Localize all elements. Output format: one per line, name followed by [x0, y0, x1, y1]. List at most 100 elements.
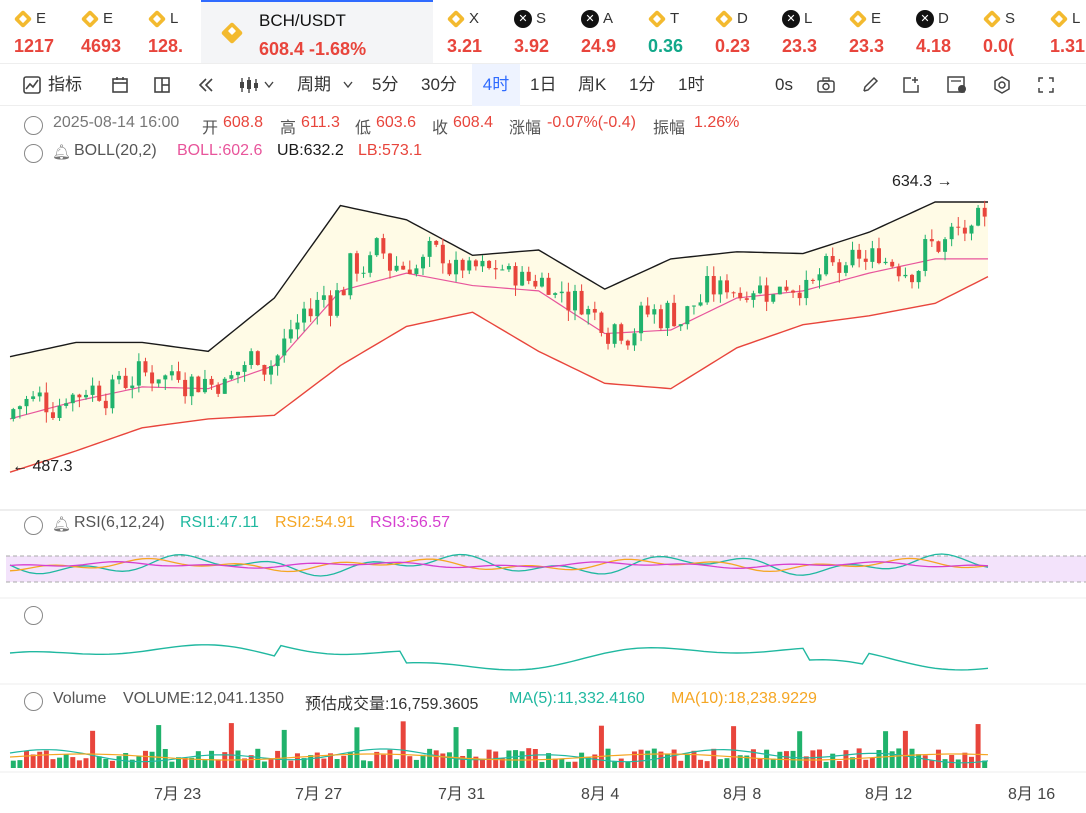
candle-type-icon[interactable]: [238, 75, 260, 95]
volume-bar: [460, 755, 466, 768]
candle-body: [434, 240, 439, 245]
rsi-band-fill: [6, 556, 1086, 582]
timeframe-1hour[interactable]: 1时: [678, 75, 705, 94]
volume-bar: [645, 750, 651, 768]
ticker-10[interactable]: E 23.3: [835, 0, 902, 63]
timeframe-5m[interactable]: 5分: [372, 75, 399, 94]
volume-bar: [50, 759, 56, 768]
ticker-4[interactable]: X 3.21: [433, 0, 500, 63]
candle-body: [777, 286, 782, 295]
volume-bar: [446, 752, 452, 768]
ticker-3[interactable]: BCH/USDT 608.4 -1.68%: [201, 0, 433, 63]
layout-icon[interactable]: [152, 75, 172, 95]
ticker-1[interactable]: E 4693: [67, 0, 134, 63]
bell-icon[interactable]: 🔔︎: [52, 144, 72, 161]
candle-body: [341, 290, 346, 296]
ticker-5[interactable]: S 3.92: [500, 0, 567, 63]
ticker-value: 608.4 -1.68%: [259, 39, 367, 59]
volume-bar: [850, 757, 856, 768]
volume-bar: [618, 758, 624, 768]
timeframe-1w[interactable]: 周K: [578, 75, 607, 94]
ticker-9[interactable]: L 23.3: [768, 0, 835, 63]
candle-body: [685, 306, 690, 325]
volume-bar: [935, 749, 941, 768]
volume-bar: [96, 756, 102, 768]
volume-collapse-icon[interactable]: [24, 692, 43, 711]
rsi-bell-icon[interactable]: 🔔︎: [52, 516, 72, 533]
volume-bar: [651, 748, 657, 768]
x-tick-label: 8月 4: [581, 786, 620, 803]
candle-body: [579, 290, 584, 315]
ticker-symbol: E: [36, 10, 47, 27]
rsi-name[interactable]: RSI(6,12,24): [74, 514, 165, 531]
ticker-8[interactable]: D 0.23: [701, 0, 768, 63]
candle-body: [216, 384, 221, 394]
rsi-collapse-icon[interactable]: [24, 516, 43, 535]
candle-body: [817, 274, 822, 281]
candle-body: [163, 375, 168, 380]
ticker-11[interactable]: D 4.18: [902, 0, 969, 63]
volume-bar: [162, 748, 168, 768]
candle-body: [870, 248, 875, 262]
expand-chevron-icon[interactable]: [24, 606, 43, 625]
timeframe-1d[interactable]: 1日: [530, 75, 557, 94]
pen-icon[interactable]: [860, 75, 880, 95]
rewind-icon[interactable]: [196, 75, 216, 95]
calendar-icon[interactable]: [110, 75, 130, 95]
volume-bar: [116, 756, 122, 768]
volume-bar: [770, 758, 776, 768]
ticker-0[interactable]: E 1217: [0, 0, 67, 63]
candle-body: [658, 309, 663, 329]
ticker-12[interactable]: S 0.0(: [969, 0, 1036, 63]
candle-body: [764, 285, 769, 302]
volume-bar: [189, 757, 195, 768]
volume-bar: [261, 761, 267, 768]
volume-name[interactable]: Volume: [53, 690, 107, 707]
candle-body: [586, 308, 591, 315]
candle-body: [130, 385, 135, 388]
chevron-down-icon[interactable]: [264, 81, 274, 89]
ticker-7[interactable]: T 0.36: [634, 0, 701, 63]
candle-body: [31, 396, 36, 399]
add-panel-icon[interactable]: [901, 75, 921, 95]
period-chevron-icon[interactable]: [343, 81, 353, 89]
volume-bar: [962, 752, 968, 768]
settings-icon[interactable]: [992, 75, 1012, 95]
volume-bar: [327, 753, 333, 768]
ticker-value: 23.3: [849, 36, 885, 56]
candle-body: [209, 378, 214, 385]
ticker-6[interactable]: A 24.9: [567, 0, 634, 63]
volume-bar: [63, 754, 69, 768]
collapse-chevron-icon[interactable]: [24, 116, 43, 135]
ticker-13[interactable]: L 1.31: [1036, 0, 1086, 63]
ticker-symbol: E: [103, 10, 114, 27]
candle-body: [222, 378, 227, 394]
fullscreen-icon[interactable]: [1036, 75, 1056, 95]
boll-lower-line: [9, 276, 989, 473]
candle-body: [956, 226, 961, 228]
boll-name[interactable]: BOLL(20,2): [74, 142, 157, 159]
ticker-2[interactable]: L 128.: [134, 0, 201, 63]
timeframe-1min[interactable]: 1分: [629, 75, 656, 94]
template-icon[interactable]: [946, 75, 968, 95]
volume-bar: [268, 759, 274, 768]
period-dropdown[interactable]: 周期: [297, 75, 331, 94]
boll-collapse-icon[interactable]: [24, 144, 43, 163]
volume-bar: [176, 757, 182, 768]
candle-body: [11, 409, 16, 419]
boll-lower-value: LB:573.1: [358, 142, 423, 159]
candle-body: [625, 340, 630, 346]
candle-body: [929, 239, 934, 242]
indicator-icon[interactable]: [22, 75, 42, 95]
volume-bar: [499, 758, 505, 768]
close-label: 收: [432, 120, 449, 137]
timeframe-30m[interactable]: 30分: [421, 75, 457, 94]
volume-bar: [949, 755, 955, 768]
timeframe-4h[interactable]: 4时: [472, 64, 520, 106]
volume-bar: [43, 750, 49, 768]
camera-icon[interactable]: [816, 75, 836, 95]
ticker-value: 3.92: [514, 36, 550, 56]
volume-bar: [294, 753, 300, 768]
indicators-button[interactable]: 指标: [48, 75, 82, 94]
